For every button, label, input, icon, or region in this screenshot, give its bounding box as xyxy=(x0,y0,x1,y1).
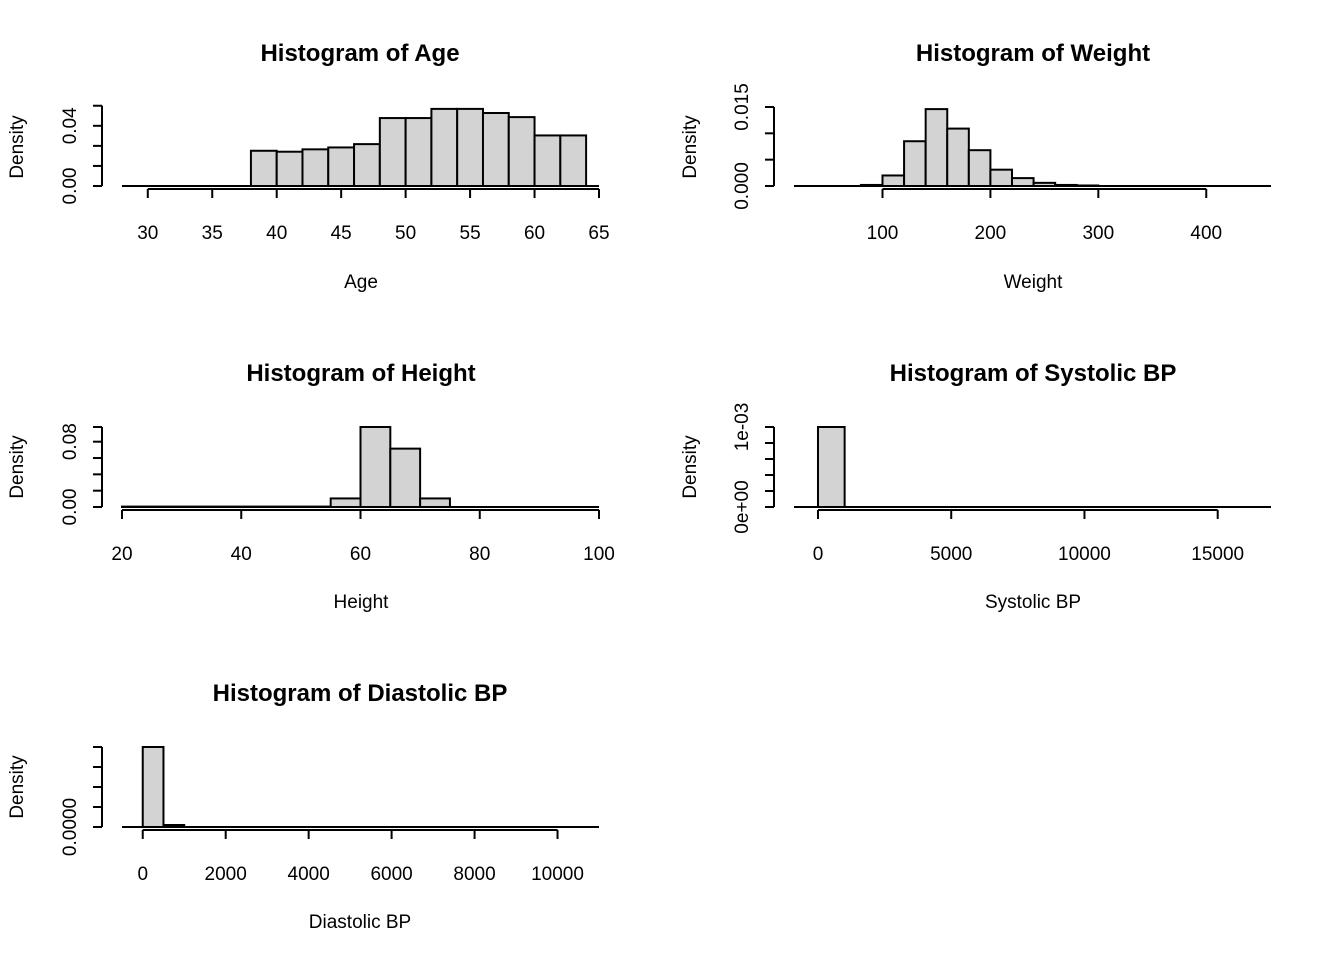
histogram-bar-5 xyxy=(967,149,992,187)
x-tick-label: 20 xyxy=(111,544,132,565)
y-tick-label: 0.0000 xyxy=(60,798,81,856)
x-tick-label: 0 xyxy=(137,864,148,885)
x-tick-label: 40 xyxy=(231,544,252,565)
y-tick-label: 0.04 xyxy=(60,107,81,144)
histogram-bar-4 xyxy=(327,146,356,187)
x-tick-label: 40 xyxy=(266,223,287,244)
histogram-bar-1 xyxy=(329,497,362,508)
histogram-bar-3 xyxy=(301,148,330,187)
x-tick-label: 0 xyxy=(813,544,824,565)
chart-title: Histogram of Systolic BP xyxy=(890,360,1177,387)
x-tick-label: 60 xyxy=(524,223,545,244)
x-axis-label: Weight xyxy=(1004,272,1064,293)
histogram-bar-13 xyxy=(559,134,588,188)
y-tick-label: 1e-03 xyxy=(732,403,753,452)
histogram-bar-6 xyxy=(378,117,407,187)
x-axis-label: Height xyxy=(334,592,390,613)
x-tick-label: 5000 xyxy=(930,544,972,565)
y-tick-label: 0.015 xyxy=(732,83,753,131)
chart-title: Histogram of Height xyxy=(246,360,475,387)
x-tick-label: 100 xyxy=(583,544,615,565)
chart-title: Histogram of Age xyxy=(260,40,459,67)
histogram-bar-5 xyxy=(353,143,381,188)
y-axis-label: Density xyxy=(680,435,701,499)
y-tick-label: 0.08 xyxy=(60,423,81,460)
y-axis-label: Density xyxy=(7,115,28,179)
histogram-bar-10 xyxy=(481,112,510,187)
histogram-bar-8 xyxy=(430,107,459,187)
x-tick-label: 55 xyxy=(460,223,481,244)
histogram-bar-2 xyxy=(275,150,304,188)
x-tick-label: 10000 xyxy=(1058,544,1111,565)
histogram-bar-11 xyxy=(507,116,536,187)
histogram-bar-3 xyxy=(924,108,949,187)
histogram-bar-0 xyxy=(816,426,846,508)
x-tick-label: 80 xyxy=(469,544,490,565)
x-tick-label: 35 xyxy=(202,223,223,244)
y-axis-label: Density xyxy=(7,755,28,819)
histogram-bar-9 xyxy=(456,107,484,187)
x-tick-label: 50 xyxy=(395,223,416,244)
histogram-bar-6 xyxy=(989,168,1013,188)
x-axis-label: Systolic BP xyxy=(985,592,1081,613)
chart-title: Histogram of Weight xyxy=(916,40,1150,67)
histogram-bar-4 xyxy=(946,127,970,188)
x-tick-label: 4000 xyxy=(288,864,330,885)
histogram-bar-12 xyxy=(533,134,562,188)
y-axis-label: Density xyxy=(7,435,28,499)
x-tick-label: 10000 xyxy=(531,864,584,885)
y-tick-label: 0.000 xyxy=(732,162,753,210)
histogram-weight-panel: Histogram of Weight Weight Density 100 20… xyxy=(680,40,1271,293)
histogram-age-panel: Histogram of Age Age Density 30 35 40 45 50 5… xyxy=(7,40,610,293)
y-tick-label: 0.00 xyxy=(60,489,81,526)
histogram-bar-3 xyxy=(389,447,422,509)
y-axis-label: Density xyxy=(680,115,701,179)
x-tick-label: 30 xyxy=(137,223,158,244)
x-tick-label: 2000 xyxy=(205,864,247,885)
x-axis-label: Diastolic BP xyxy=(309,912,411,933)
x-tick-label: 400 xyxy=(1190,223,1222,244)
histogram-bar-0 xyxy=(141,746,165,828)
histogram-bar-7 xyxy=(1010,177,1035,188)
x-tick-label: 60 xyxy=(350,544,371,565)
histogram-bar-1 xyxy=(881,174,906,187)
x-tick-label: 15000 xyxy=(1191,544,1244,565)
x-tick-label: 6000 xyxy=(370,864,412,885)
x-tick-label: 200 xyxy=(975,223,1007,244)
histogram-bar-2 xyxy=(359,426,392,508)
histogram-height-panel: Histogram of Height Height Density 20 40 6… xyxy=(7,360,615,613)
x-axis-label: Age xyxy=(344,272,378,293)
x-tick-label: 100 xyxy=(867,223,899,244)
y-tick-label: 0.00 xyxy=(60,168,81,205)
histogram-bar-4 xyxy=(419,497,451,508)
x-tick-label: 8000 xyxy=(453,864,495,885)
histogram-bar-7 xyxy=(404,117,433,187)
histogram-diastolic-bp-panel: Histogram of Diastolic BP Diastolic BP D… xyxy=(7,680,599,933)
histogram-bar-1 xyxy=(249,149,278,188)
histogram-bar-2 xyxy=(903,140,927,188)
x-tick-label: 45 xyxy=(331,223,352,244)
x-tick-label: 300 xyxy=(1082,223,1114,244)
x-tick-label: 65 xyxy=(588,223,609,244)
y-tick-label: 0e+00 xyxy=(732,480,753,533)
histogram-systolic-bp-panel: Histogram of Systolic BP Systolic BP Den… xyxy=(680,360,1271,613)
chart-title: Histogram of Diastolic BP xyxy=(213,680,508,707)
